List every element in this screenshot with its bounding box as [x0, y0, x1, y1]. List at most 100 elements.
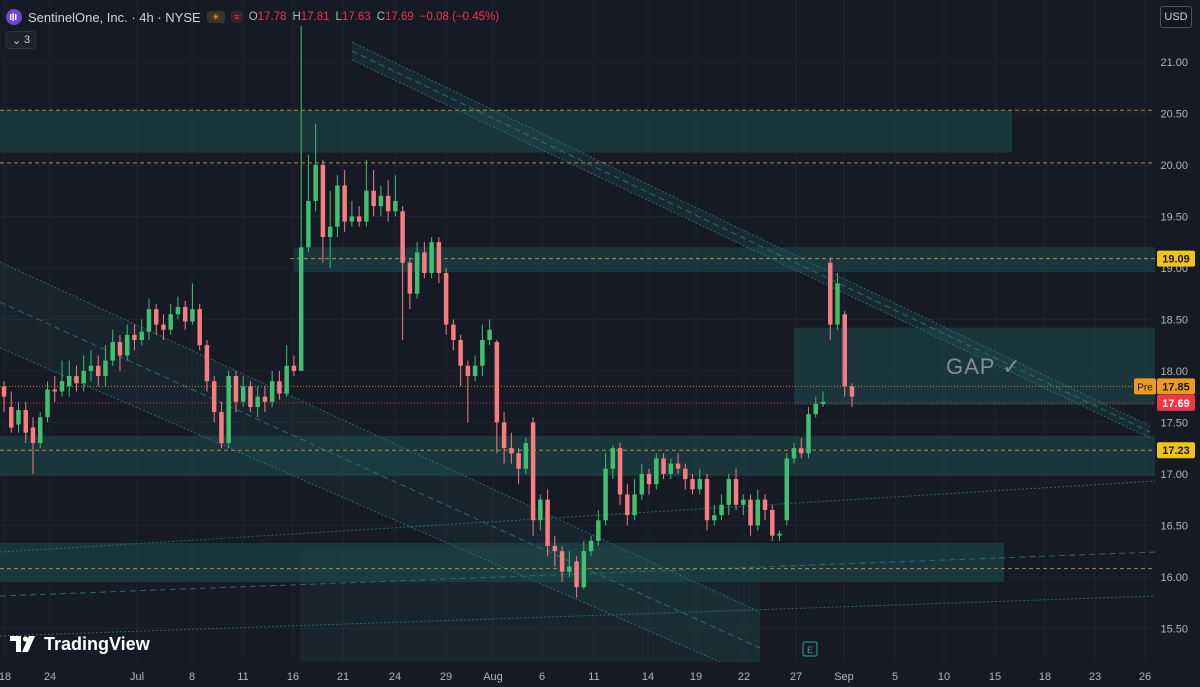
- candle-body: [240, 386, 246, 402]
- time-tick-label: Aug: [483, 671, 503, 683]
- earnings-marker-box[interactable]: [802, 641, 818, 657]
- candle-body: [298, 247, 304, 371]
- candle-body: [849, 386, 855, 397]
- time-tick-label: 18: [1039, 671, 1051, 683]
- candle-body: [284, 365, 289, 394]
- candle-body: [625, 494, 630, 516]
- market-session-icon[interactable]: ☀: [206, 11, 225, 23]
- candle-body: [552, 546, 558, 552]
- candle-body: [712, 515, 717, 521]
- rising-line: [0, 595, 1156, 637]
- price-tick-label: 15.50: [1160, 623, 1188, 635]
- rising-midline: [0, 551, 1156, 597]
- candle-body: [639, 473, 645, 495]
- tradingview-logo[interactable]: TradingView: [10, 634, 150, 654]
- price-axis[interactable]: 15.5016.0016.5017.0017.5018.0018.5019.00…: [1155, 0, 1200, 687]
- high-value: 17.81: [300, 11, 330, 23]
- price-label-box: [1157, 442, 1195, 459]
- candle-body: [219, 412, 224, 443]
- symbol-title[interactable]: SentinelOne, Inc. · 4h · NYSE: [28, 9, 201, 25]
- candle-body: [175, 307, 181, 315]
- candlesticks: [1, 25, 855, 598]
- candle-body: [88, 365, 94, 371]
- time-tick-label: Jul: [130, 671, 144, 683]
- price-tick-label: 18.50: [1160, 314, 1188, 326]
- time-tick-label: 5: [892, 671, 898, 683]
- time-tick-label: 19: [690, 671, 702, 683]
- time-tick-label: Sep: [834, 671, 854, 683]
- open-value: 17.78: [257, 11, 287, 23]
- channel-midline: [351, 50, 1151, 433]
- currency-selector[interactable]: USD: [1160, 6, 1192, 28]
- price-tick-label: 21.00: [1160, 57, 1188, 69]
- candle-body: [748, 499, 753, 526]
- time-tick-label: 23: [1089, 671, 1101, 683]
- candle-body: [465, 365, 471, 377]
- ohlc-values: O17.78 H17.81 L17.63 C17.69 −0.08 (−0.45…: [248, 11, 500, 23]
- candle-body: [661, 458, 666, 474]
- candle-body: [132, 334, 137, 340]
- candle-body: [813, 403, 819, 415]
- price-label-box: [1157, 378, 1195, 395]
- candle-body: [683, 468, 688, 480]
- candle-body: [436, 242, 442, 274]
- candle-body: [733, 479, 739, 505]
- candle-body: [545, 499, 550, 546]
- candle-body: [487, 329, 492, 340]
- time-axis[interactable]: 18 24 Jul 8 11 16 21 24 29 Aug 6 11 14 19 22 27 Sep 5 10 15…: [0, 662, 1200, 687]
- candle-body: [277, 381, 282, 394]
- alert-icon[interactable]: ≡: [230, 11, 243, 23]
- trend-channels: [0, 41, 1156, 663]
- candle-body: [646, 473, 652, 485]
- candle-body: [95, 365, 101, 377]
- gap-label: GAP ✓: [946, 354, 1022, 379]
- candle-body: [385, 195, 391, 212]
- candle-body: [153, 309, 159, 325]
- candle-body: [407, 262, 413, 294]
- price-tick-label: 18.00: [1160, 366, 1188, 378]
- candle-body: [81, 370, 86, 384]
- candle-body: [828, 262, 833, 325]
- candle-body: [422, 252, 427, 274]
- time-tick-label: 26: [1139, 671, 1151, 683]
- candle-body: [23, 410, 28, 433]
- candle-body: [784, 458, 790, 521]
- time-tick-label: 16: [287, 671, 299, 683]
- candle-body: [668, 463, 674, 474]
- candle-body: [124, 334, 130, 356]
- time-tick-label: 24: [389, 671, 401, 683]
- price-tick-label: 19.50: [1160, 211, 1188, 223]
- candle-body: [596, 520, 601, 541]
- candle-body: [516, 453, 521, 469]
- candle-body: [37, 417, 43, 443]
- price-label-text: 17.23: [1162, 445, 1190, 457]
- candle-body: [262, 396, 268, 402]
- channel-line: [351, 41, 1151, 427]
- tradingview-logo-text: TradingView: [44, 633, 150, 654]
- time-axis-bg: [0, 662, 1200, 687]
- candle-body: [777, 533, 782, 536]
- candle-body: [719, 504, 724, 516]
- candle-body: [1, 386, 7, 397]
- candle-body: [211, 381, 217, 413]
- candle-body: [632, 494, 637, 516]
- candle-body: [168, 314, 173, 330]
- candle-body: [146, 309, 152, 332]
- price-tick-label: 20.50: [1160, 108, 1188, 120]
- indicator-collapse-button[interactable]: ⌄ 3: [6, 31, 36, 49]
- time-tick-label: 22: [738, 671, 750, 683]
- candle-body: [820, 401, 826, 404]
- price-label-box: [1157, 394, 1195, 411]
- candle-body: [74, 376, 79, 384]
- candle-body: [741, 499, 746, 505]
- channel-midline: [0, 301, 761, 649]
- candle-body: [45, 389, 50, 418]
- candle-body: [335, 185, 340, 227]
- earnings-marker[interactable]: E: [802, 641, 818, 657]
- candle-body: [393, 200, 398, 212]
- price-label-text: 19.09: [1162, 254, 1190, 266]
- candle-body: [161, 324, 166, 330]
- candle-body: [494, 342, 500, 423]
- channel-fill: [0, 262, 760, 662]
